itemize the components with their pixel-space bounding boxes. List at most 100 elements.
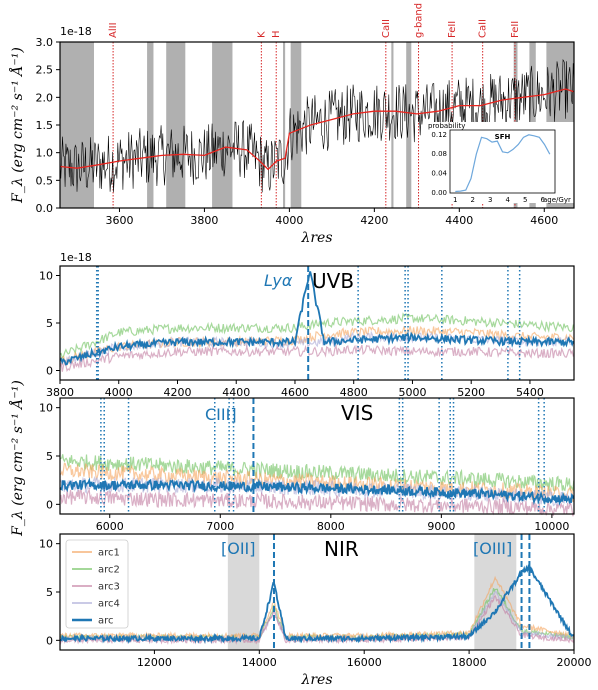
legend-label-arc1: arc1 bbox=[98, 548, 120, 559]
inset-x-tick-label: 3 bbox=[488, 196, 492, 204]
emission-line-label: CIII] bbox=[205, 405, 237, 424]
legend-label-arc4: arc4 bbox=[98, 599, 120, 610]
emission-line-label: [OII] bbox=[221, 539, 256, 558]
plot-frame bbox=[59, 397, 575, 515]
series-arc2 bbox=[59, 312, 574, 360]
y-tick-label: 1.5 bbox=[36, 119, 54, 132]
x-tick-label: 16000 bbox=[347, 656, 382, 669]
inset-title: SFH bbox=[495, 133, 511, 141]
y-tick-label: 5 bbox=[46, 586, 53, 599]
legend-label-arc3: arc3 bbox=[98, 582, 120, 593]
x-tick-label: 4200 bbox=[360, 214, 388, 227]
absorption-line-label: K bbox=[256, 31, 267, 38]
x-tick-label: 6000 bbox=[96, 520, 124, 533]
y-tick-label: 2.0 bbox=[36, 91, 54, 104]
emission-line-label: Lyα bbox=[264, 271, 293, 290]
panel-uvb: UVB 1e-18 Lyα bbox=[59, 251, 575, 380]
x-tick-label: 9000 bbox=[427, 520, 455, 533]
y-axis-label: F_λ (erg cm⁻² s⁻¹ Å⁻¹) bbox=[8, 47, 26, 204]
series-arc3 bbox=[59, 487, 575, 517]
x-tick-label: 3800 bbox=[190, 214, 218, 227]
y-tick-label: 0 bbox=[46, 365, 53, 378]
x-tick-label: 14000 bbox=[242, 656, 277, 669]
series-arc bbox=[59, 271, 575, 366]
arm-title: UVB bbox=[312, 269, 354, 293]
x-tick-label: 7000 bbox=[206, 520, 234, 533]
y-tick-label: 1.0 bbox=[36, 147, 54, 160]
x-tick-label: 4400 bbox=[222, 386, 250, 399]
x-tick-label: 5200 bbox=[457, 386, 485, 399]
emission-line-label: [OIII] bbox=[473, 539, 512, 558]
masked-region bbox=[212, 42, 233, 208]
absorption-line-label: AlII bbox=[108, 22, 119, 38]
masked-region bbox=[391, 42, 394, 208]
series-arc2 bbox=[59, 454, 575, 492]
arm-title: VIS bbox=[341, 401, 373, 425]
y-tick-label: 0.0 bbox=[36, 202, 54, 215]
y-axis-label: F_λ (erg cm⁻² s⁻¹ Å⁻¹) bbox=[8, 380, 26, 537]
x-axis-label: λres bbox=[300, 230, 332, 246]
masked-region bbox=[283, 42, 286, 208]
series-arc3 bbox=[59, 343, 574, 373]
inset-x-tick-label: 5 bbox=[523, 196, 527, 204]
inset-x-tick-label: 6 bbox=[541, 196, 546, 204]
panel-nir: NIR [OII] [OIII] λres arc1 arc2 arc3 arc4 arc bbox=[59, 534, 575, 688]
legend-frame bbox=[65, 539, 129, 629]
inset-y-tick-label: 0.04 bbox=[431, 170, 447, 178]
y-tick-label: 10 bbox=[39, 402, 53, 415]
figure-root: AlII K H CaII g-band FeII CaII FeII 1e-18 λres F_λ… bbox=[8, 3, 592, 688]
plot-frame bbox=[59, 533, 575, 651]
inset-x-label: age/Gyr bbox=[543, 196, 571, 204]
y-tick-label: 0 bbox=[46, 498, 53, 511]
x-tick-label: 4400 bbox=[445, 214, 473, 227]
highlight-region bbox=[227, 534, 260, 650]
inset-y-tick-label: 0.12 bbox=[431, 131, 447, 139]
x-tick-label: 3600 bbox=[105, 214, 133, 227]
panel-vis: VIS CIII] F_λ (erg cm⁻² s⁻¹ Å⁻¹) bbox=[8, 380, 575, 537]
absorption-line-label: FeII bbox=[447, 21, 458, 38]
x-tick-label: 20000 bbox=[557, 656, 592, 669]
inset-x-tick-label: 1 bbox=[453, 196, 457, 204]
y-tick-label: 0.5 bbox=[36, 174, 54, 187]
y-tick-label: 3.0 bbox=[36, 36, 54, 49]
inset-y-label: probability bbox=[428, 122, 465, 130]
y-tick-label: 5 bbox=[46, 450, 53, 463]
series-arc bbox=[59, 477, 575, 506]
y-tick-label: 10 bbox=[39, 538, 53, 551]
arm-title: NIR bbox=[324, 537, 359, 561]
y-tick-label: 10 bbox=[39, 270, 53, 283]
legend-label-arc: arc bbox=[98, 616, 114, 627]
y-tick-label: 0 bbox=[46, 634, 53, 647]
x-tick-label: 3800 bbox=[46, 386, 74, 399]
x-tick-label: 4600 bbox=[530, 214, 558, 227]
x-tick-label: 12000 bbox=[137, 656, 172, 669]
inset-sfh-curve bbox=[455, 134, 551, 193]
x-tick-label: 10000 bbox=[534, 520, 569, 533]
plot-frame bbox=[59, 265, 575, 381]
series-arc4 bbox=[59, 330, 574, 367]
absorption-line-label: FeII bbox=[510, 21, 521, 38]
x-tick-label: 18000 bbox=[452, 656, 487, 669]
absorption-line-label: H bbox=[271, 30, 282, 38]
x-tick-label: 8000 bbox=[317, 520, 345, 533]
series-arc bbox=[59, 564, 575, 645]
inset-x-tick-label: 2 bbox=[471, 196, 475, 204]
plot-frame bbox=[59, 41, 575, 209]
x-tick-label: 4000 bbox=[275, 214, 303, 227]
inset-y-tick-label: 0.08 bbox=[431, 150, 447, 158]
inset-x-tick-label: 4 bbox=[506, 196, 511, 204]
inset-frame bbox=[449, 129, 556, 194]
legend: arc1 arc2 arc3 arc4 arc bbox=[65, 539, 129, 629]
x-axis-label: λres bbox=[300, 672, 332, 688]
masked-region bbox=[406, 42, 412, 208]
x-tick-label: 5400 bbox=[516, 386, 544, 399]
inset-y-tick-label: 0.00 bbox=[431, 189, 447, 197]
model-spectrum bbox=[59, 88, 575, 171]
x-tick-label: 4800 bbox=[340, 386, 368, 399]
absorption-line-label: CaII bbox=[478, 19, 489, 38]
scale-label: 1e-18 bbox=[60, 25, 92, 38]
scale-label: 1e-18 bbox=[60, 251, 92, 264]
legend-label-arc2: arc2 bbox=[98, 565, 120, 576]
masked-region bbox=[147, 42, 154, 208]
